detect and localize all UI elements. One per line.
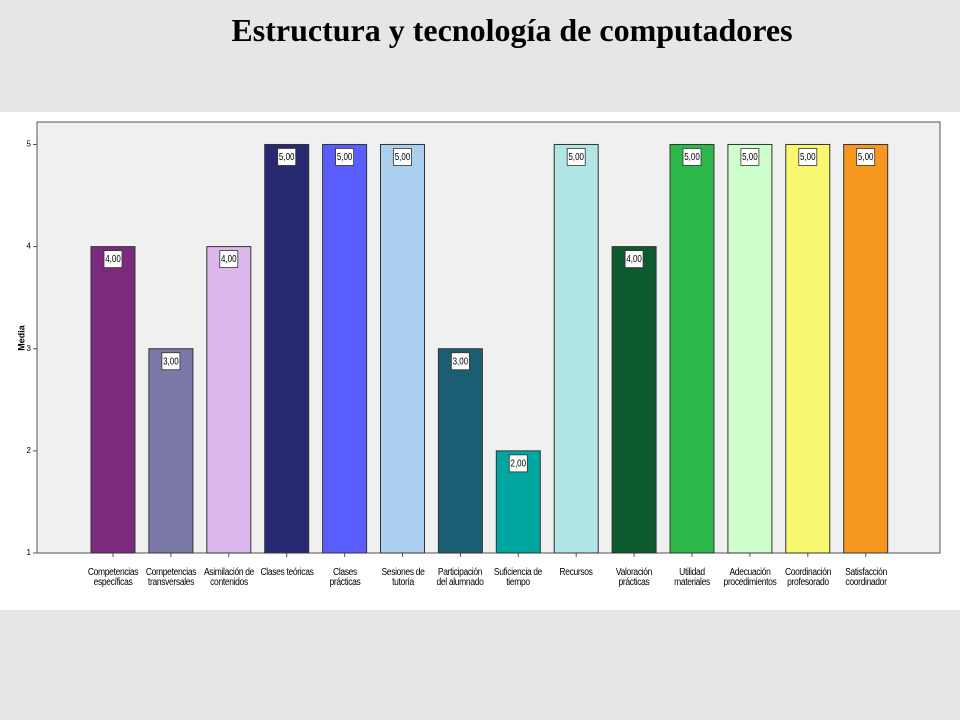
value-label: 4,00 [221,253,237,264]
x-tick-label: Suficiencia de tiempo [494,567,543,588]
bar [611,246,657,554]
y-tick-label: 4 [27,242,32,251]
x-tick-label: Coordinación profesorado [784,567,831,588]
value-label: 5,00 [395,151,411,162]
value-label: 5,00 [568,151,584,162]
x-tick-label: Competencias transversales [145,567,197,588]
bar [322,143,368,554]
y-tick-label: 2 [27,446,32,455]
value-label-box [682,148,702,166]
bar [669,143,715,554]
bar [148,348,194,554]
slide-title: Estructura y tecnología de computadores [231,12,793,48]
y-tick-label: 5 [27,140,32,149]
x-tick-label: Participación del alumnado [436,567,484,588]
x-tick-label: Sesiones de tutoría [380,567,425,588]
value-label-box [450,352,470,371]
bar [785,143,831,554]
bar [553,143,599,554]
x-tick-label: Valoración prácticas [616,567,653,588]
value-label-box [566,148,586,166]
x-tick-label: Utilidad materiales [674,567,710,588]
y-tick-label: 1 [27,548,32,557]
value-label-box [856,148,876,166]
value-label: 3,00 [453,356,469,367]
value-label-box [798,148,818,166]
x-tick-label: Recursos [559,567,594,578]
value-label: 5,00 [684,151,700,162]
value-label: 4,00 [105,253,121,264]
value-label-box [219,250,239,269]
value-label: 5,00 [800,151,816,162]
value-label-box [335,148,355,166]
y-tick-label: 3 [27,344,32,353]
value-label-box [277,148,297,166]
bar [843,143,889,554]
value-label-box [161,352,181,371]
value-label: 4,00 [626,253,642,264]
value-label: 5,00 [337,151,353,162]
bar [90,246,136,554]
bar [380,143,425,554]
y-axis-label: Media [16,324,26,351]
bar [206,246,252,554]
value-label: 5,00 [742,151,758,162]
value-label: 2,00 [511,458,527,469]
value-label-box [740,148,760,166]
bar [437,348,483,554]
value-label-box [103,250,123,269]
value-label: 3,00 [163,356,179,367]
value-label: 5,00 [858,151,874,162]
x-tick-label: Satisfacción coordinador [844,567,887,588]
x-tick-label: Asimilación de contenidos [203,567,254,588]
x-tick-label: Clases prácticas [329,567,361,588]
x-tick-label: Adecuación procedimientos [723,567,777,588]
value-label-box [508,454,528,473]
value-label-box [393,148,412,166]
value-label-box [624,250,644,269]
x-tick-label: Competencias específicas [87,567,139,588]
bar [264,143,310,554]
value-label: 5,00 [279,151,295,162]
bar [727,143,773,554]
x-tick-label: Clases teóricas [260,567,314,578]
